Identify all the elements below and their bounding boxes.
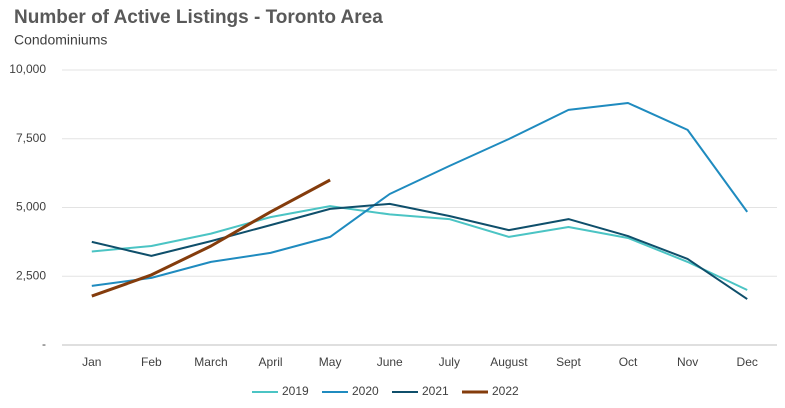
x-tick-label: April [259, 355, 283, 369]
y-tick-label: 7,500 [16, 131, 46, 145]
legend-label: 2022 [492, 384, 519, 398]
x-tick-label: Jan [82, 355, 101, 369]
line-series [91, 205, 748, 291]
chart-subtitle: Condominiums [14, 32, 107, 48]
x-tick-label: Nov [677, 355, 698, 369]
legend-label: 2020 [352, 384, 379, 398]
chart-title: Number of Active Listings - Toronto Area [14, 7, 383, 28]
x-tick-label: May [319, 355, 342, 369]
legend-label: 2019 [282, 384, 309, 398]
y-tick-label: - [42, 337, 46, 351]
x-tick-label: July [439, 355, 460, 369]
line-series [91, 102, 749, 287]
y-tick-label: 5,000 [16, 200, 46, 214]
line-series [91, 178, 331, 298]
x-tick-label: Oct [619, 355, 638, 369]
x-tick-label: March [194, 355, 227, 369]
legend-label: 2021 [422, 384, 449, 398]
x-tick-label: Dec [737, 355, 758, 369]
x-tick-label: Feb [141, 355, 162, 369]
y-tick-label: 10,000 [9, 62, 46, 76]
x-tick-label: June [377, 355, 403, 369]
line-series [91, 202, 748, 300]
y-tick-label: 2,500 [16, 268, 46, 282]
x-tick-label: August [490, 355, 528, 369]
x-tick-label: Sept [556, 355, 581, 369]
